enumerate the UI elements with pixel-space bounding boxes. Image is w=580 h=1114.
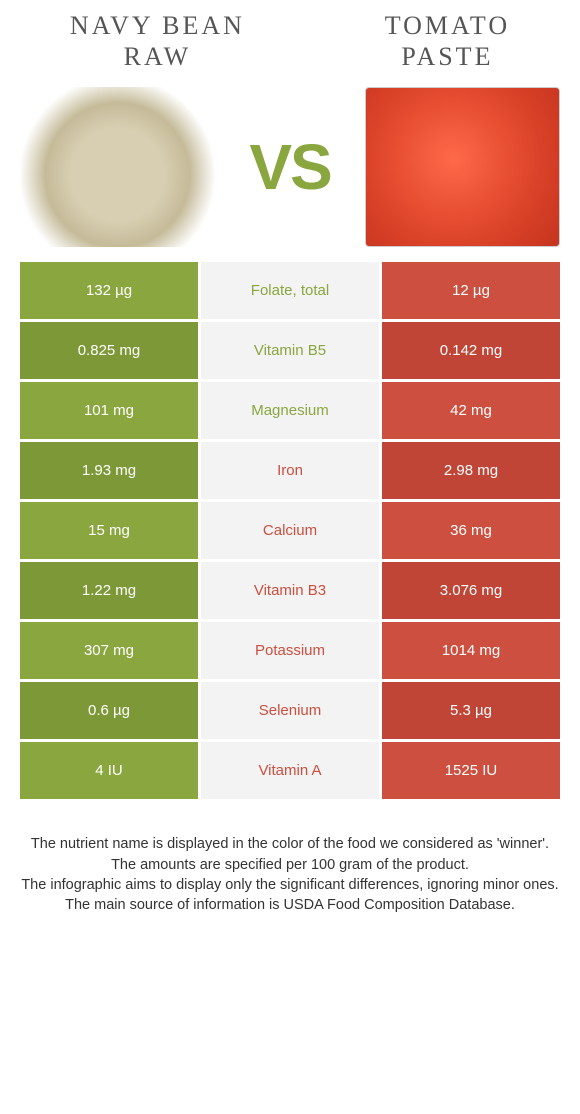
right-value: 1525 IU [382, 742, 560, 799]
left-value: 1.93 mg [20, 442, 198, 499]
right-value: 36 mg [382, 502, 560, 559]
right-value: 2.98 mg [382, 442, 560, 499]
right-value: 5.3 µg [382, 682, 560, 739]
header: NAVY BEAN RAW TOMATO PASTE [0, 0, 580, 87]
vs-label: VS [249, 130, 330, 204]
left-value: 15 mg [20, 502, 198, 559]
nutrient-name: Calcium [201, 502, 379, 559]
left-value: 101 mg [20, 382, 198, 439]
table-row: 101 mgMagnesium42 mg [20, 382, 560, 439]
footer-line: The main source of information is USDA F… [20, 895, 560, 915]
right-value: 12 µg [382, 262, 560, 319]
table-row: 132 µgFolate, total12 µg [20, 262, 560, 319]
right-value: 42 mg [382, 382, 560, 439]
footer-line: The infographic aims to display only the… [20, 875, 560, 895]
table-row: 1.93 mgIron2.98 mg [20, 442, 560, 499]
right-value: 0.142 mg [382, 322, 560, 379]
table-row: 0.6 µgSelenium5.3 µg [20, 682, 560, 739]
footer-line: The amounts are specified per 100 gram o… [20, 855, 560, 875]
tomato-paste-image [365, 87, 560, 247]
right-value: 1014 mg [382, 622, 560, 679]
footer-line: The nutrient name is displayed in the co… [20, 834, 560, 854]
left-value: 307 mg [20, 622, 198, 679]
navy-bean-image [20, 87, 215, 247]
table-row: 0.825 mgVitamin B50.142 mg [20, 322, 560, 379]
nutrient-name: Iron [201, 442, 379, 499]
left-value: 0.6 µg [20, 682, 198, 739]
nutrient-name: Magnesium [201, 382, 379, 439]
table-row: 307 mgPotassium1014 mg [20, 622, 560, 679]
nutrient-name: Vitamin A [201, 742, 379, 799]
left-value: 1.22 mg [20, 562, 198, 619]
nutrient-name: Vitamin B3 [201, 562, 379, 619]
left-value: 4 IU [20, 742, 198, 799]
nutrient-name: Selenium [201, 682, 379, 739]
table-row: 1.22 mgVitamin B33.076 mg [20, 562, 560, 619]
nutrient-name: Folate, total [201, 262, 379, 319]
left-food-title: NAVY BEAN RAW [70, 10, 245, 72]
image-row: VS [0, 87, 580, 247]
footer-notes: The nutrient name is displayed in the co… [20, 834, 560, 915]
table-row: 4 IUVitamin A1525 IU [20, 742, 560, 799]
right-value: 3.076 mg [382, 562, 560, 619]
nutrient-name: Potassium [201, 622, 379, 679]
left-value: 0.825 mg [20, 322, 198, 379]
left-value: 132 µg [20, 262, 198, 319]
table-row: 15 mgCalcium36 mg [20, 502, 560, 559]
right-food-title: TOMATO PASTE [385, 10, 510, 72]
comparison-table: 132 µgFolate, total12 µg0.825 mgVitamin … [20, 262, 560, 799]
nutrient-name: Vitamin B5 [201, 322, 379, 379]
